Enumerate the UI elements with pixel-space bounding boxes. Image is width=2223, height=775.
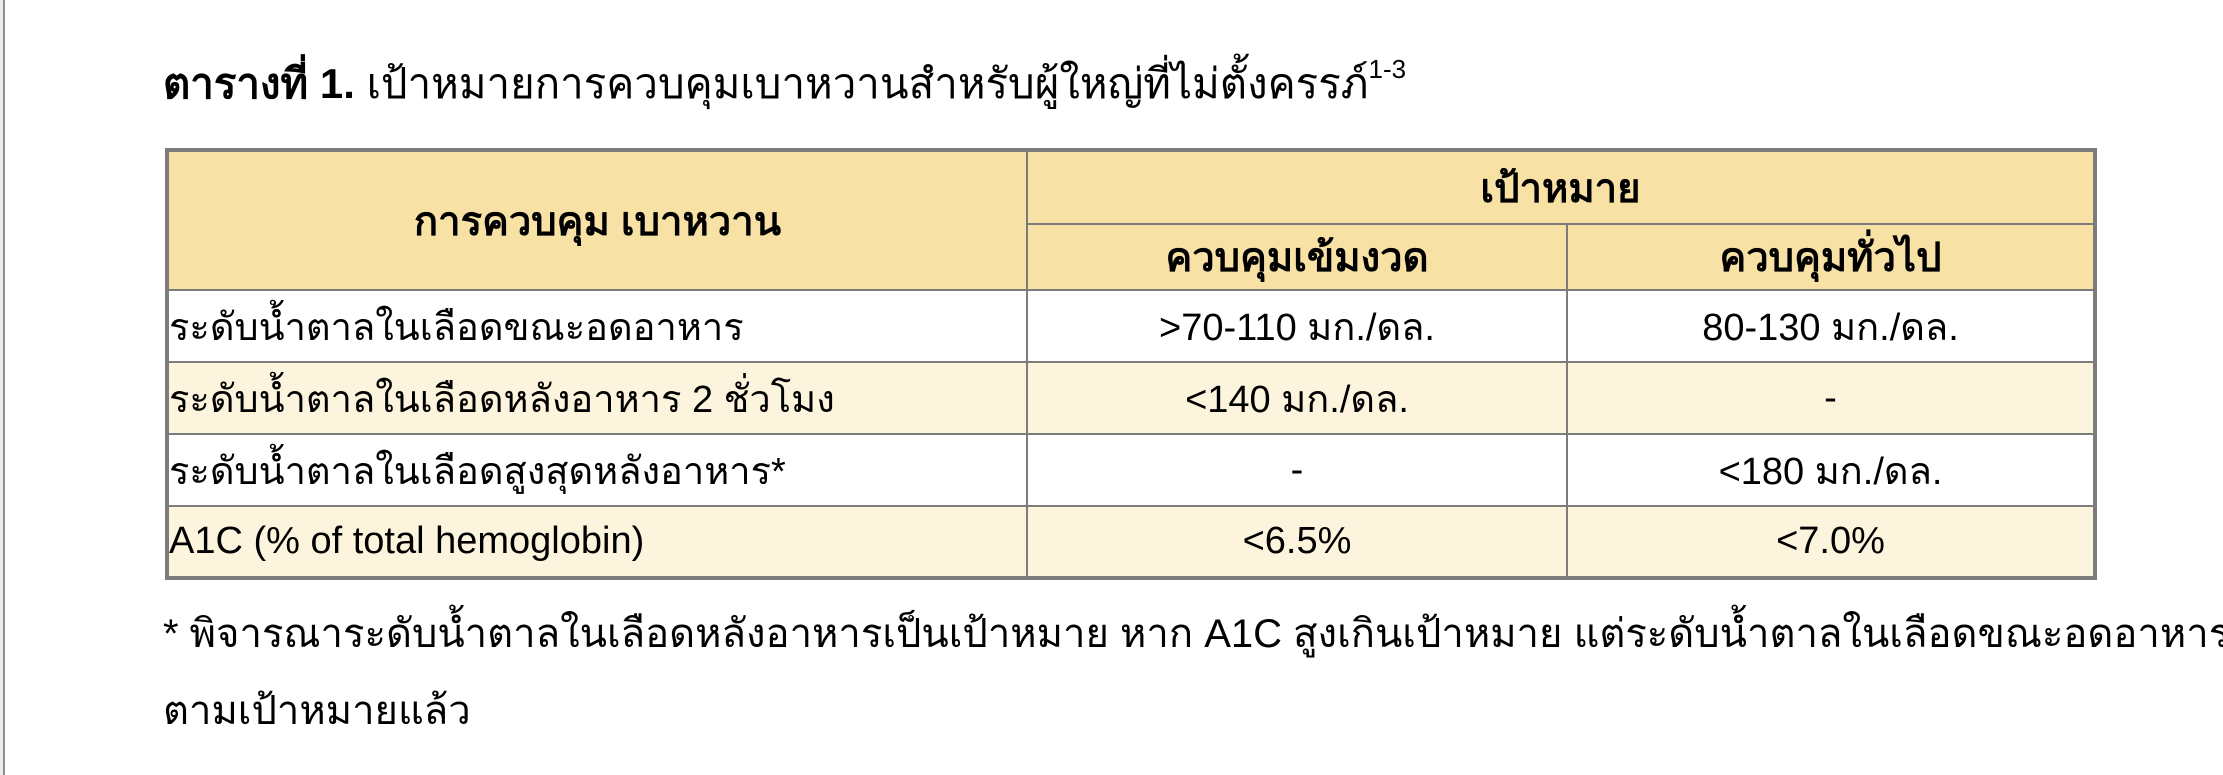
strict-value: <140 มก./ดล. [1026,361,1568,435]
strict-value: <6.5% [1026,505,1568,579]
strict-value: >70-110 มก./ดล. [1026,289,1568,363]
table-title-reference-superscript: 1-3 [1368,54,1407,84]
strict-value: - [1026,433,1568,507]
table-row-postprandial-2h-glucose: ระดับน้ำตาลในเลือดหลังอาหาร 2 ชั่วโมง <1… [166,361,2096,435]
page-edge-line [3,0,5,775]
table-row-fasting-glucose: ระดับน้ำตาลในเลือดขณะอดอาหาร >70-110 มก.… [166,289,2096,363]
footnote-line-1: * พิจารณาระดับน้ำตาลในเลือดหลังอาหารเป็น… [163,612,2223,656]
general-value: <7.0% [1566,505,2096,579]
table-footnote: * พิจารณาระดับน้ำตาลในเลือดหลังอาหารเป็น… [163,596,2223,750]
page-edge-strip [0,0,3,775]
table-title-number: ตารางที่ 1. [163,60,355,107]
row-label: ระดับน้ำตาลในเลือดขณะอดอาหาร [166,289,1028,363]
header-cell-general-control: ควบคุมทั่วไป [1566,223,2096,291]
row-label: A1C (% of total hemoglobin) [166,505,1028,579]
table-title: ตารางที่ 1. เป้าหมายการควบคุมเบาหวานสำหร… [163,56,1406,110]
header-cell-strict-control: ควบคุมเข้มงวด [1026,223,1568,291]
general-value: 80-130 มก./ดล. [1566,289,2096,363]
header-cell-target: เป้าหมาย [1026,149,2096,225]
table-row-a1c: A1C (% of total hemoglobin) <6.5% <7.0% [166,505,2096,579]
table-row-peak-postprandial-glucose: ระดับน้ำตาลในเลือดสูงสุดหลังอาหาร* - <18… [166,433,2096,507]
row-label: ระดับน้ำตาลในเลือดสูงสุดหลังอาหาร* [166,433,1028,507]
general-value: - [1566,361,2096,435]
header-row-main: การควบคุม เบาหวาน เป้าหมาย [166,149,2096,291]
diabetes-targets-table: การควบคุม เบาหวาน เป้าหมาย ควบคุมเข้มงวด… [165,148,2097,580]
row-label: ระดับน้ำตาลในเลือดหลังอาหาร 2 ชั่วโมง [166,361,1028,435]
header-cell-control: การควบคุม เบาหวาน [166,149,1028,291]
header-row-sub: ควบคุมเข้มงวด ควบคุมทั่วไป [167,223,2096,291]
general-value: <180 มก./ดล. [1566,433,2096,507]
table-title-text: เป้าหมายการควบคุมเบาหวานสำหรับผู้ใหญ่ที่… [354,60,1369,107]
footnote-line-2: ตามเป้าหมายแล้ว [163,689,471,733]
